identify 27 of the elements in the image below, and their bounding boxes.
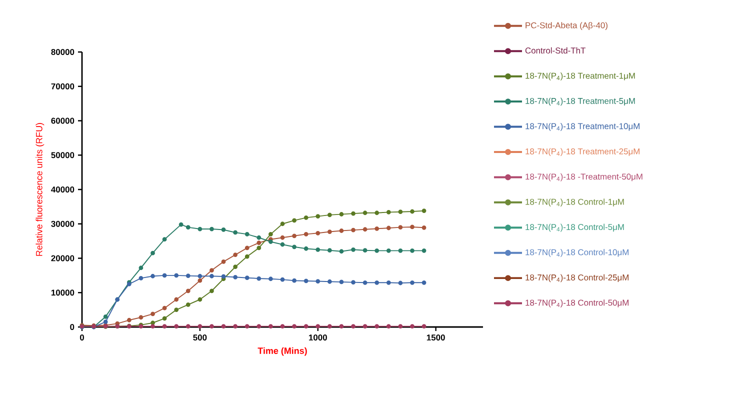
legend-label: Control-Std-ThT	[525, 47, 586, 54]
legend-label: 18-7N(P$_{4}$)-18 Treatment-5μM	[526, 98, 635, 106]
y-tick-label: 30000	[51, 220, 74, 227]
y-axis-title: Relative fluorescence units (RFU)	[36, 123, 44, 256]
legend-label: 18-7N(P$_{4}$)-18 Control-25μM	[526, 274, 628, 282]
legend-label: PC-Std-Abeta (Aβ-40)	[526, 22, 608, 30]
x-tick-label: 0	[80, 334, 84, 341]
legend-label: 18-7N(P$_{4}$)-18 -Treatment-50μM	[526, 173, 642, 182]
legend-label: 18-7N(P$_{4}$)-18 Control-10μM	[526, 249, 628, 257]
legend-label: 18-7N(P$_{4}$)-18 Control-50μM	[526, 299, 628, 308]
legend-label: 18-7N(P$_{4}$)-18 Treatment-10μM	[526, 122, 640, 131]
legend-label: 18-7N(P$_{4}$)-18 Treatment-1μM	[526, 72, 635, 80]
x-tick-label: 1000	[308, 334, 327, 341]
y-tick-label: 80000	[51, 49, 74, 55]
legend-label: 18-7N(P$_{4}$)-18 Treatment-25μM	[526, 148, 640, 156]
y-tick-label: 20000	[51, 255, 74, 262]
y-tick-label: 10000	[51, 290, 74, 296]
y-tick-label: 50000	[51, 152, 74, 158]
legend-label: 18-7N(P$_{4}$)-18 Control-1μM	[526, 198, 624, 206]
y-tick-label: 0	[70, 324, 74, 330]
y-tick-label: 40000	[51, 186, 74, 192]
x-tick-label: 1500	[426, 334, 445, 341]
x-tick-label: 500	[193, 334, 207, 341]
legend-label: 18-7N(P$_{4}$)-18 Control-5μM	[526, 224, 624, 232]
x-axis-title: Time (Mins)	[258, 347, 307, 356]
y-tick-label: 60000	[51, 118, 74, 124]
y-tick-label: 70000	[51, 83, 74, 90]
